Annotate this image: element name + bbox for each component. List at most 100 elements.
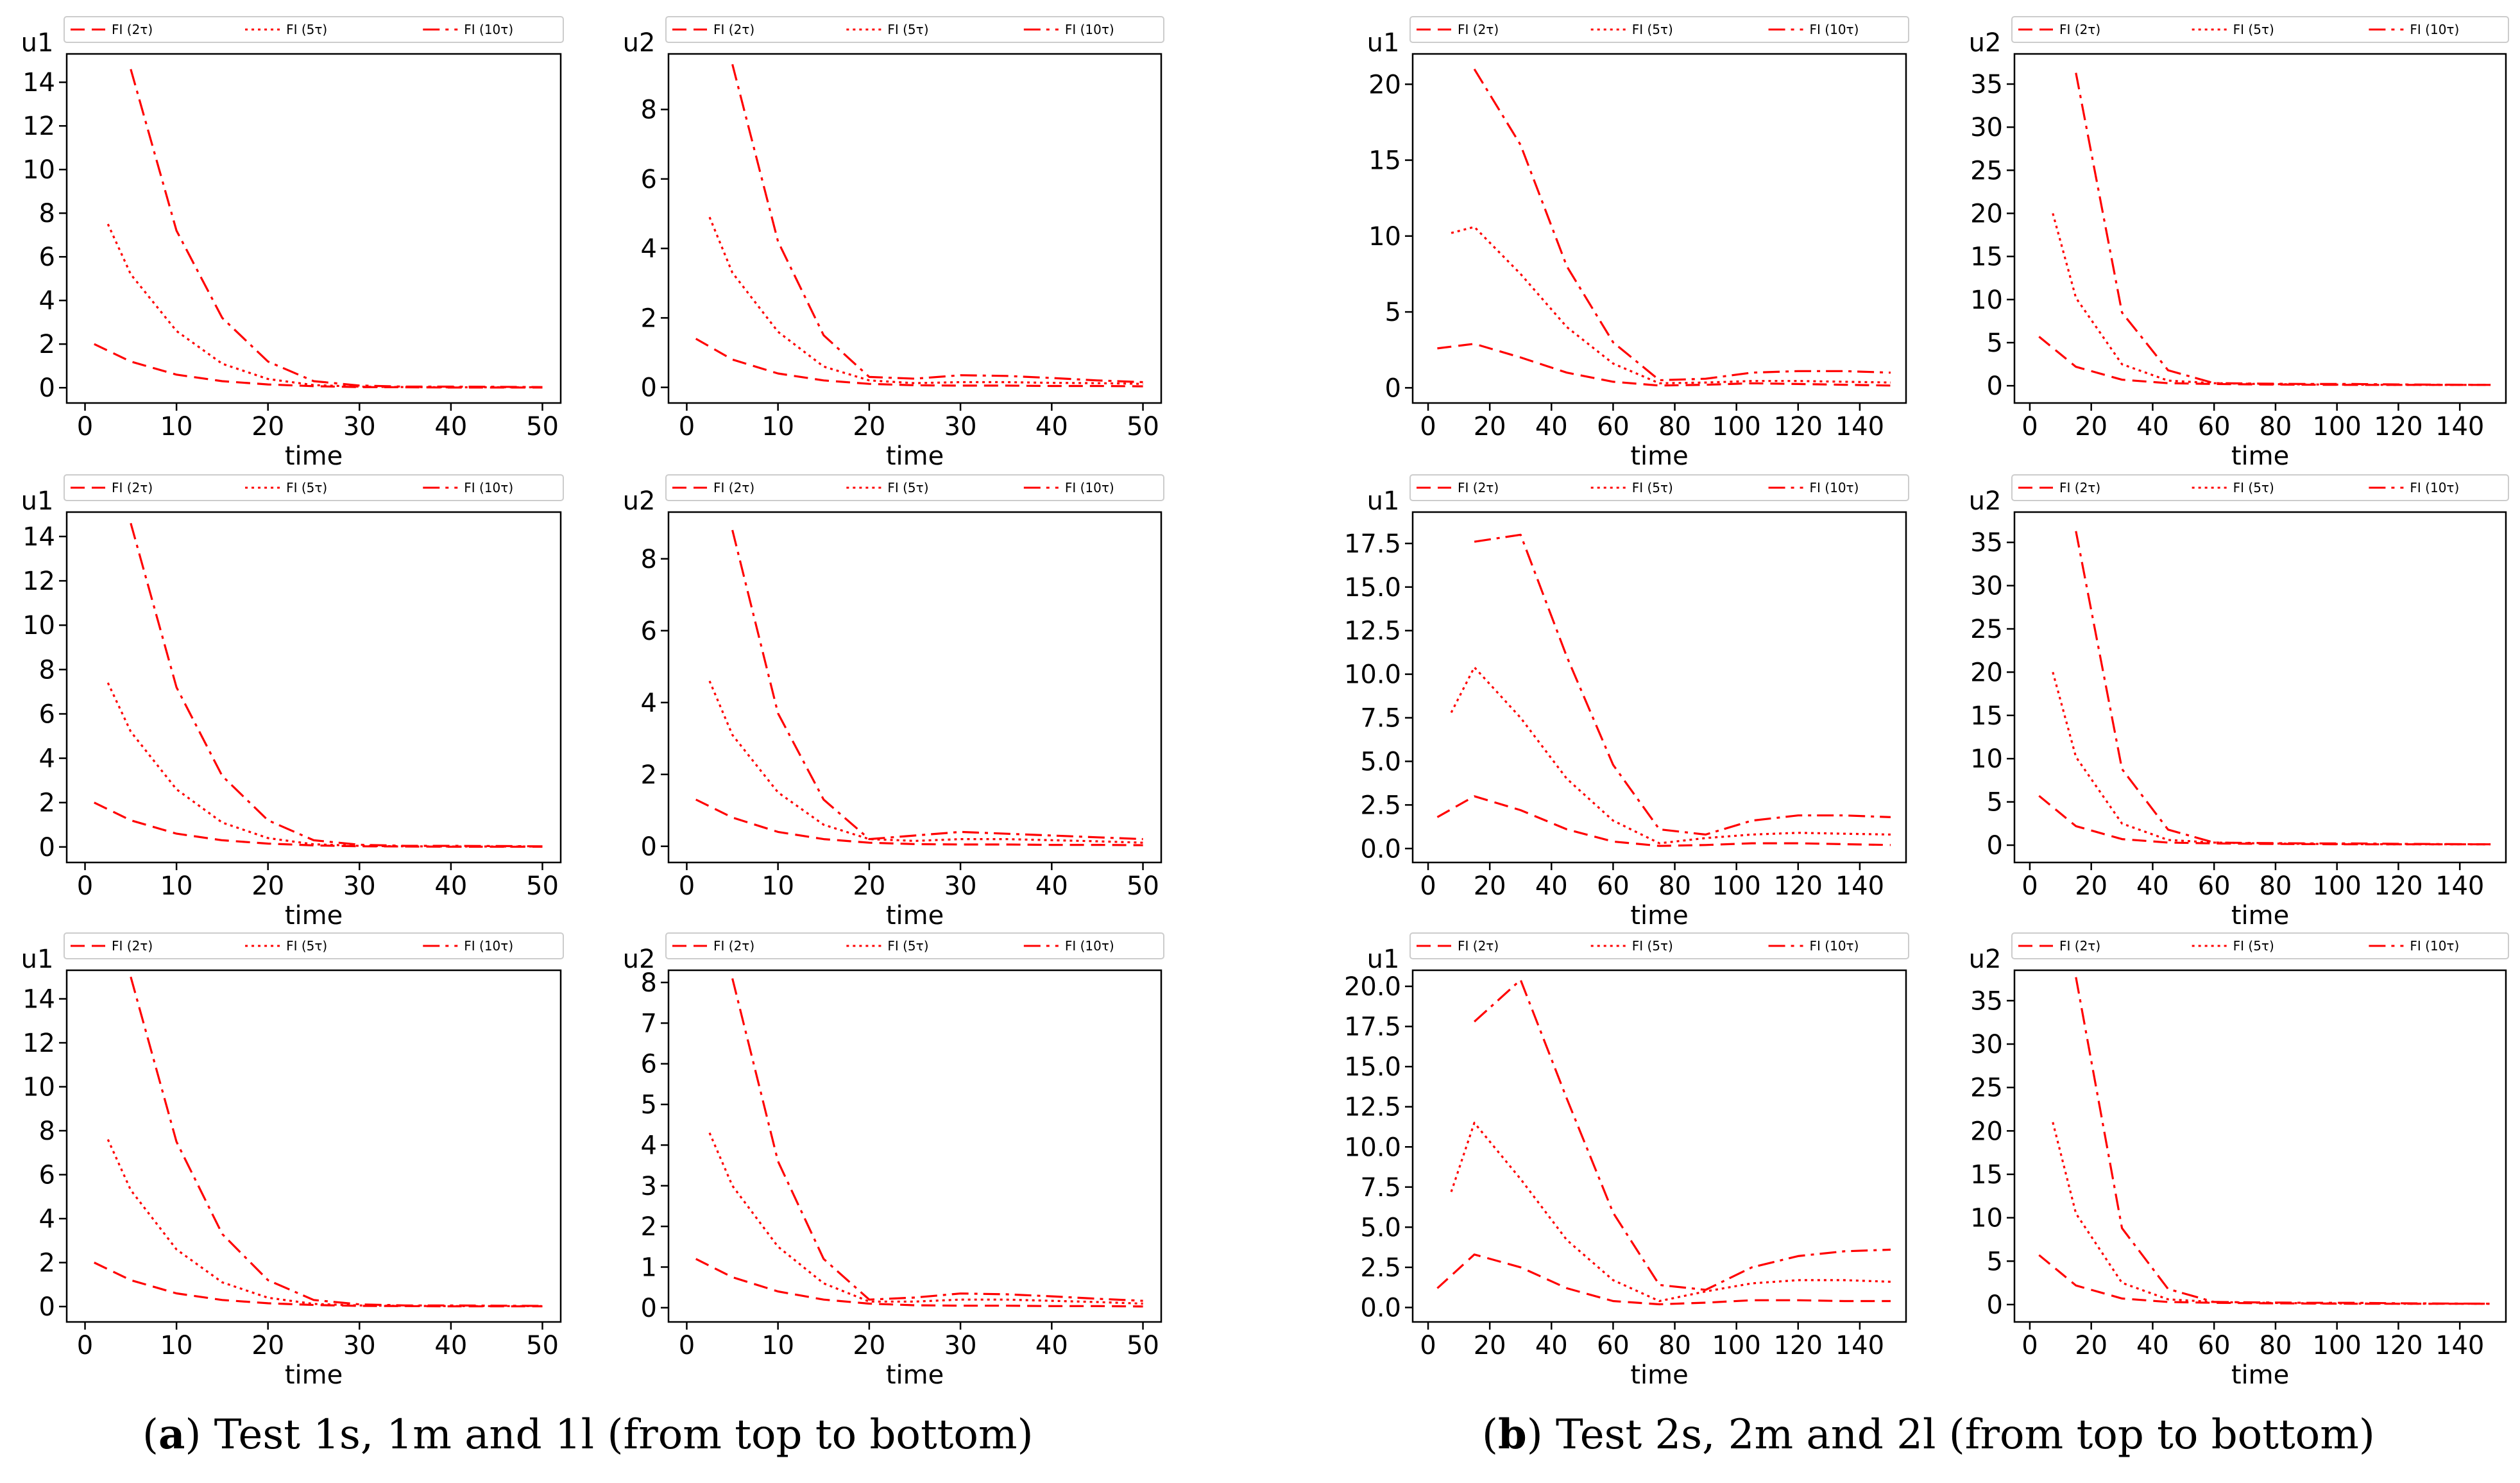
x-tick-label: 10 xyxy=(762,871,794,901)
y-tick-label: 20 xyxy=(1970,199,2003,228)
y-tick-label: 0 xyxy=(39,833,55,862)
y-tick-label: 4 xyxy=(39,744,55,774)
y-tick-label: 4 xyxy=(641,1131,657,1160)
y-tick-label: 20 xyxy=(1970,658,2003,687)
x-axis-label: time xyxy=(2231,901,2289,930)
legend: FI (2τ) FI (5τ) FI (10τ) xyxy=(665,16,1164,43)
x-tick-label: 80 xyxy=(1658,871,1691,901)
y-tick-label: 3 xyxy=(641,1172,657,1201)
y-tick-label: 2 xyxy=(641,304,657,333)
x-tick-label: 40 xyxy=(1535,1331,1568,1360)
series-line-dashdot xyxy=(731,978,1143,1302)
y-tick-label: 5 xyxy=(1987,329,2003,358)
series-line-dotted xyxy=(1450,666,1891,844)
chart-b2-u2: FI (2τ) FI (5τ) FI (10τ)0 20 40 60 80 100 120 140… xyxy=(1969,474,2509,930)
y-tick-label: 25 xyxy=(1970,615,2003,644)
y-tick-label: 8 xyxy=(39,1117,55,1146)
series-line-dashed xyxy=(695,798,1143,846)
y-tick-label: 0 xyxy=(641,832,657,862)
x-tick-label: 50 xyxy=(1127,412,1159,441)
legend: FI (2τ) FI (5τ) FI (10τ) xyxy=(64,16,564,43)
x-tick-label: 40 xyxy=(1535,412,1568,441)
legend-label: FI (2τ) xyxy=(2059,22,2100,37)
x-axis-label: time xyxy=(886,1360,944,1390)
x-axis-label: time xyxy=(285,1360,343,1390)
chart-b1-u1: FI (2τ) FI (5τ) FI (10τ)0 20 40 60 80 100 120 140… xyxy=(1367,16,1909,471)
x-tick-label: 60 xyxy=(2198,412,2231,441)
legend-label: FI (2τ) xyxy=(2059,938,2100,954)
series-line-dashed xyxy=(1436,795,1891,847)
x-tick-label: 30 xyxy=(944,871,977,901)
y-tick-label: 15.0 xyxy=(1344,573,1401,603)
legend-frame xyxy=(2011,932,2509,959)
x-tick-label: 40 xyxy=(2136,871,2169,901)
x-tick-label: 140 xyxy=(1835,412,1884,441)
x-axis-label: time xyxy=(285,901,343,930)
legend-label: FI (5τ) xyxy=(2233,480,2274,495)
caption-a-letter: a xyxy=(158,1410,185,1459)
y-tick-label: 1 xyxy=(641,1253,657,1282)
y-tick-label: 2 xyxy=(641,760,657,790)
plot-frame xyxy=(1411,511,1907,864)
y-tick-label: 15 xyxy=(1970,243,2003,272)
x-tick-label: 80 xyxy=(1658,1331,1691,1360)
chart-a3-u2: FI (2τ) FI (5τ) FI (10τ) 0 10 20 30 40 50 0 1 2 3 4 5 6… xyxy=(623,932,1164,1390)
x-tick-label: 40 xyxy=(1535,871,1568,901)
legend-frame xyxy=(665,932,1164,959)
series-line-dashdot xyxy=(2075,977,2491,1305)
x-tick-label: 60 xyxy=(1597,1331,1630,1360)
x-tick-label: 50 xyxy=(526,871,559,901)
x-tick-label: 120 xyxy=(1774,412,1823,441)
legend-label: FI (2τ) xyxy=(112,22,153,37)
legend: FI (2τ) FI (5τ) FI (10τ) xyxy=(2011,932,2509,959)
legend-label: FI (10τ) xyxy=(2410,22,2459,37)
x-tick-label: 0 xyxy=(2022,871,2038,901)
y-tick-label: 10 xyxy=(22,611,55,640)
series-line-dashdot xyxy=(731,64,1143,384)
x-tick-label: 80 xyxy=(1658,412,1691,441)
x-tick-label: 60 xyxy=(2198,871,2231,901)
legend-label: FI (2τ) xyxy=(2059,480,2100,495)
legend-frame xyxy=(665,474,1164,501)
legend-label: FI (10τ) xyxy=(2410,480,2459,495)
series-line-dotted xyxy=(2052,671,2491,846)
x-tick-label: 30 xyxy=(343,412,376,441)
x-tick-label: 20 xyxy=(251,412,284,441)
y-tick-label: 2 xyxy=(39,789,55,818)
x-tick-label: 50 xyxy=(1127,871,1159,901)
legend-label: FI (2τ) xyxy=(1458,938,1499,954)
x-axis-label: time xyxy=(285,441,343,471)
x-axis-label: time xyxy=(2231,441,2289,471)
legend-label: FI (10τ) xyxy=(464,480,513,495)
plot-frame xyxy=(65,969,562,1323)
y-axis-label: u1 xyxy=(1367,28,1400,58)
x-axis-label: time xyxy=(1630,1360,1688,1390)
x-tick-label: 0 xyxy=(679,1331,695,1360)
y-axis-label: u2 xyxy=(1969,28,2002,58)
chart-a1-u2: FI (2τ) FI (5τ) FI (10τ) 0 10 20 30 40 50 0 2 4 6 8 ti… xyxy=(623,16,1164,471)
series-line-dashed xyxy=(695,338,1143,388)
x-tick-label: 60 xyxy=(2198,1331,2231,1360)
chart-a2-u1: FI (2τ) FI (5τ) FI (10τ) 0 10 20 30 40 50 0 2 4 6 8 10… xyxy=(21,474,564,930)
y-tick-label: 8 xyxy=(641,968,657,998)
series-line-dashed xyxy=(94,802,543,848)
legend: FI (2τ) FI (5τ) FI (10τ) xyxy=(64,474,564,501)
x-tick-label: 50 xyxy=(526,1331,559,1360)
series-line-dashdot xyxy=(1474,979,1891,1291)
plot-frame xyxy=(65,53,562,404)
y-tick-label: 14 xyxy=(22,522,55,552)
series-line-dashdot xyxy=(130,522,543,848)
x-tick-label: 140 xyxy=(1835,871,1884,901)
series-line-dashdot xyxy=(130,976,543,1307)
x-tick-label: 100 xyxy=(2313,871,2362,901)
legend-label: FI (10τ) xyxy=(1810,22,1859,37)
x-tick-label: 10 xyxy=(762,1331,794,1360)
legend-label: FI (10τ) xyxy=(2410,938,2459,954)
legend-label: FI (5τ) xyxy=(1632,938,1673,954)
x-tick-label: 10 xyxy=(160,871,193,901)
series-line-dashdot xyxy=(1474,533,1891,836)
legend-label: FI (5τ) xyxy=(2233,938,2274,954)
x-tick-label: 20 xyxy=(251,871,284,901)
caption-b: (b) Test 2s, 2m and 2l (from top to bott… xyxy=(1482,1410,2375,1459)
x-tick-label: 0 xyxy=(1420,871,1436,901)
